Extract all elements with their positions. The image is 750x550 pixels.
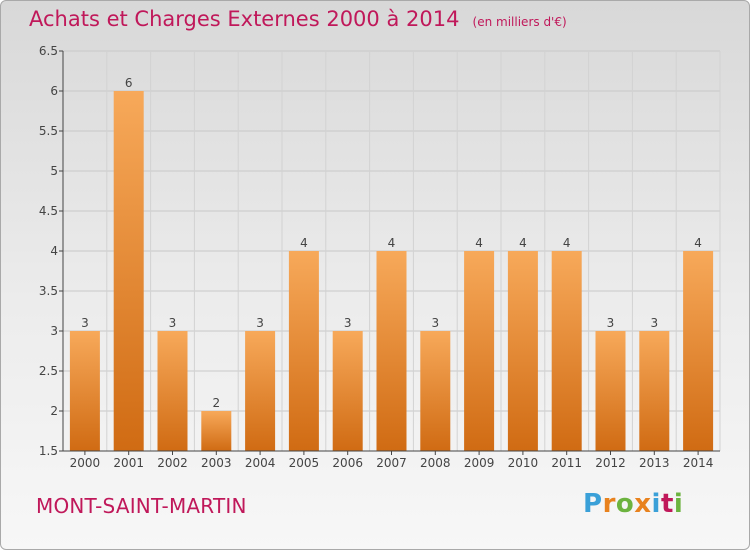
x-tick-label: 2003 [201, 456, 232, 470]
y-tick-label: 5 [50, 164, 58, 178]
bars: 3 6 3 2 3 4 3 4 3 4 4 4 3 3 4 [69, 76, 714, 451]
data-label: 3 [431, 316, 439, 330]
data-label: 4 [300, 236, 308, 250]
y-tick-label: 3 [50, 324, 58, 338]
bar [157, 331, 188, 451]
y-tick-label: 2.5 [39, 364, 58, 378]
logo-letter: t [660, 489, 674, 519]
logo-letter: i [673, 489, 684, 519]
bar [595, 331, 626, 451]
data-label: 3 [169, 316, 177, 330]
title-unit: (en milliers d'€) [472, 15, 567, 29]
data-label: 6 [125, 76, 133, 90]
y-tick-label: 2 [50, 404, 58, 418]
x-tick-label: 2007 [376, 456, 407, 470]
y-tick-label: 6 [50, 84, 58, 98]
logo-letter: o [615, 489, 635, 519]
data-label: 4 [388, 236, 396, 250]
bar [464, 251, 495, 451]
x-tick-label: 2010 [508, 456, 539, 470]
bar [420, 331, 451, 451]
x-tick-label: 2004 [245, 456, 276, 470]
data-label: 2 [212, 396, 220, 410]
bar [245, 331, 276, 451]
axes: 1.5 2 2.5 3 3.5 4 4.5 5 5.5 6 6.5 2000 2001 2002 2003 2… [39, 44, 720, 470]
data-label: 4 [475, 236, 483, 250]
data-label: 3 [607, 316, 615, 330]
bar [288, 251, 319, 451]
bar [376, 251, 407, 451]
x-tick-label: 2013 [639, 456, 670, 470]
x-tick-label: 2000 [70, 456, 101, 470]
data-label: 3 [344, 316, 352, 330]
x-tick-label: 2005 [289, 456, 320, 470]
data-label: 3 [650, 316, 658, 330]
y-tick-label: 5.5 [39, 124, 58, 138]
bar [507, 251, 538, 451]
x-tick-label: 2002 [157, 456, 188, 470]
data-label: 4 [694, 236, 702, 250]
logo-letter: x [634, 489, 652, 519]
data-label: 4 [563, 236, 571, 250]
x-tick-label: 2008 [420, 456, 451, 470]
x-tick-label: 2014 [683, 456, 714, 470]
logo-letter: r [602, 489, 616, 519]
bar [201, 411, 232, 451]
x-tick-label: 2006 [332, 456, 363, 470]
bar [683, 251, 714, 451]
proxiti-logo: Proxiti [583, 489, 683, 519]
data-label: 3 [256, 316, 264, 330]
bar [639, 331, 670, 451]
title-main: Achats et Charges Externes 2000 à 2014 [29, 7, 460, 31]
x-tick-label: 2009 [464, 456, 495, 470]
commune-name: MONT-SAINT-MARTIN [36, 494, 247, 518]
logo-letter: i [651, 489, 661, 519]
bar [113, 91, 144, 451]
y-tick-label: 4.5 [39, 204, 58, 218]
logo-letter: P [583, 489, 603, 519]
x-tick-label: 2011 [551, 456, 582, 470]
y-tick-label: 3.5 [39, 284, 58, 298]
data-label: 4 [519, 236, 527, 250]
x-tick-label: 2012 [595, 456, 626, 470]
bar [69, 331, 100, 451]
y-tick-label: 1.5 [39, 444, 58, 458]
x-tick-label: 2001 [113, 456, 144, 470]
data-label: 3 [81, 316, 89, 330]
y-tick-label: 4 [50, 244, 58, 258]
bar [332, 331, 363, 451]
chart-title: Achats et Charges Externes 2000 à 2014 (… [29, 7, 567, 31]
bar [551, 251, 582, 451]
y-tick-label: 6.5 [39, 44, 58, 58]
